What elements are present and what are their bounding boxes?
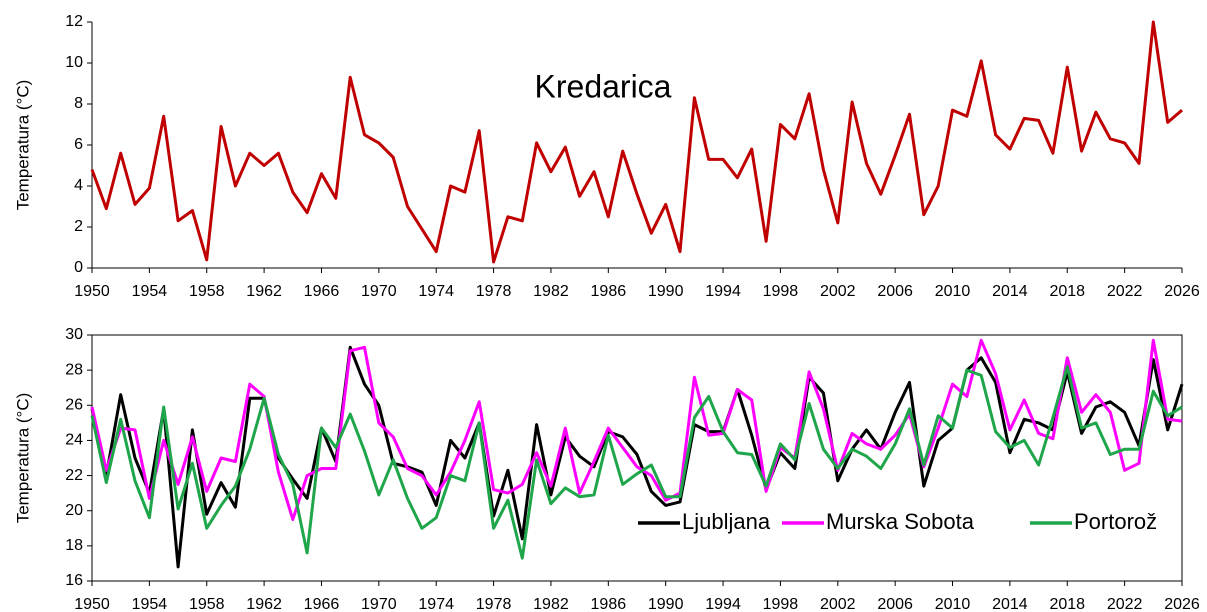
- data-line: [90, 365, 1183, 560]
- x-tick-label: 2006: [877, 283, 913, 300]
- x-tick-label: 1990: [648, 283, 684, 300]
- x-tick-label: 1986: [591, 596, 627, 612]
- y-tick-label: 2: [74, 218, 83, 235]
- x-tick-label: 1982: [533, 596, 569, 612]
- x-tick-label: 1950: [74, 283, 110, 300]
- x-tick-label: 1974: [418, 596, 454, 612]
- x-tick-label: 2022: [1107, 596, 1143, 612]
- y-tick-label: 28: [65, 361, 83, 378]
- y-tick-label: 26: [65, 397, 83, 414]
- x-tick-label: 1990: [648, 596, 684, 612]
- x-tick-label: 2002: [820, 283, 856, 300]
- y-tick-label: 18: [65, 537, 83, 554]
- x-tick-label: 1986: [591, 283, 627, 300]
- x-tick-label: 1982: [533, 283, 569, 300]
- x-tick-label: 2022: [1107, 283, 1143, 300]
- x-tick-label: 1950: [74, 596, 110, 612]
- y-tick-label: 30: [65, 326, 83, 343]
- x-tick-label: 1970: [361, 596, 397, 612]
- x-tick-label: 1966: [304, 283, 340, 300]
- x-tick-label: 1978: [476, 596, 512, 612]
- x-tick-label: 2026: [1164, 283, 1200, 300]
- data-line: [90, 338, 1183, 521]
- y-tick-label: 6: [74, 136, 83, 153]
- y-tick-label: 10: [65, 54, 83, 71]
- x-tick-label: 1954: [132, 596, 168, 612]
- y-tick-label: 22: [65, 467, 83, 484]
- chart-title: Kredarica: [535, 68, 672, 104]
- legend-label: Murska Sobota: [826, 509, 975, 534]
- x-tick-label: 1954: [132, 283, 168, 300]
- y-tick-label: 12: [65, 13, 83, 30]
- x-tick-label: 2002: [820, 596, 856, 612]
- x-tick-label: 2014: [992, 596, 1028, 612]
- y-tick-label: 16: [65, 572, 83, 589]
- x-tick-label: 1978: [476, 283, 512, 300]
- x-tick-label: 1958: [189, 596, 225, 612]
- x-tick-label: 2014: [992, 283, 1028, 300]
- x-tick-label: 1994: [705, 596, 741, 612]
- x-tick-label: 2018: [1049, 596, 1085, 612]
- x-tick-label: 1958: [189, 283, 225, 300]
- legend-label: Portorož: [1074, 509, 1157, 534]
- y-tick-label: 24: [65, 432, 83, 449]
- y-axis-title: Temperatura (°C): [13, 80, 32, 211]
- x-tick-label: 1970: [361, 283, 397, 300]
- x-tick-label: 1994: [705, 283, 741, 300]
- y-tick-label: 4: [74, 177, 83, 194]
- y-tick-label: 20: [65, 502, 83, 519]
- x-tick-label: 2010: [935, 283, 971, 300]
- legend-label: Ljubljana: [682, 509, 771, 534]
- x-tick-label: 1998: [763, 596, 799, 612]
- x-tick-label: 2018: [1049, 283, 1085, 300]
- y-tick-label: 8: [74, 95, 83, 112]
- x-tick-label: 1966: [304, 596, 340, 612]
- x-tick-label: 2026: [1164, 596, 1200, 612]
- x-tick-label: 1974: [418, 283, 454, 300]
- x-tick-label: 1962: [246, 596, 282, 612]
- x-tick-label: 1962: [246, 283, 282, 300]
- data-line: [90, 20, 1183, 264]
- x-tick-label: 2010: [935, 596, 971, 612]
- y-axis-title: Temperatura (°C): [13, 393, 32, 524]
- x-tick-label: 2006: [877, 596, 913, 612]
- data-line: [90, 345, 1184, 569]
- x-tick-label: 1998: [763, 283, 799, 300]
- y-tick-label: 0: [74, 259, 83, 276]
- plot-frame: [91, 334, 1183, 582]
